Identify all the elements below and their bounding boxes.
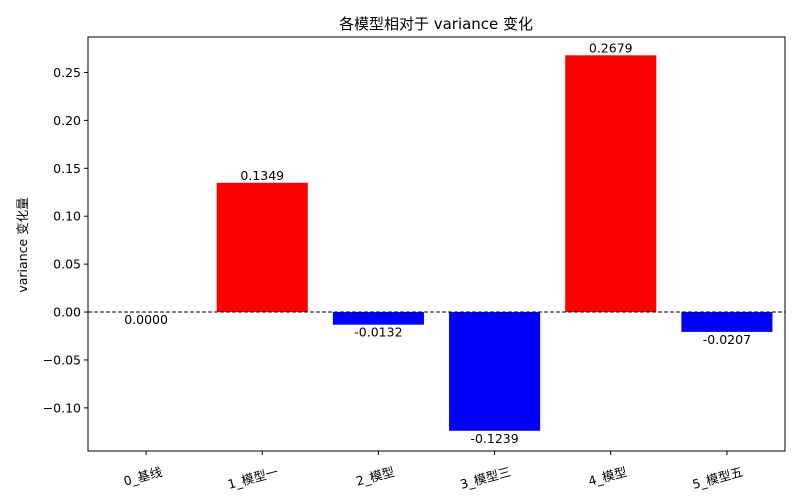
y-tick-label-2: 0.00	[53, 305, 81, 320]
data-label-0: 0.0000	[124, 312, 168, 327]
bars-layer	[216, 55, 773, 431]
bar-4	[565, 55, 657, 313]
y-tick-label-3: 0.05	[53, 257, 81, 272]
bar-1	[216, 182, 308, 313]
data-label-3: -0.1239	[470, 431, 518, 446]
data-label-4: 0.2679	[589, 40, 633, 55]
x-axis: 0_基线 1_模型一 2_模型 3_模型三 4_模型 5_模型五	[122, 451, 745, 492]
x-tick-label-5: 5_模型五	[691, 464, 745, 492]
bar-5	[681, 312, 773, 332]
chart-title: 各模型相对于 variance 变化	[339, 15, 533, 33]
bar-3	[449, 312, 541, 431]
x-tick-label-1: 1_模型一	[226, 464, 280, 492]
y-axis: −0.10 −0.05 0.00 0.05 0.10 0.15 0.20 0.25	[43, 65, 88, 415]
y-tick-label-6: 0.20	[53, 113, 81, 128]
data-label-2: -0.0132	[354, 325, 402, 340]
y-axis-label: variance 变化量	[15, 197, 30, 292]
y-tick-label-0: −0.10	[43, 400, 81, 415]
x-tick-label-4: 4_模型	[587, 464, 629, 489]
x-tick-label-0: 0_基线	[122, 464, 164, 489]
x-tick-label-3: 3_模型三	[458, 464, 512, 492]
y-tick-label-7: 0.25	[53, 65, 81, 80]
data-labels-layer: 0.0000 0.1349 -0.0132 -0.1239 0.2679 -0.0207	[124, 40, 751, 445]
plot-frame	[87, 36, 786, 452]
data-label-1: 0.1349	[240, 168, 284, 183]
y-tick-label-5: 0.15	[53, 161, 81, 176]
y-tick-label-1: −0.05	[43, 352, 81, 367]
y-tick-label-4: 0.10	[53, 209, 81, 224]
bar-2	[332, 312, 424, 325]
x-tick-label-2: 2_模型	[354, 464, 396, 489]
data-label-5: -0.0207	[703, 332, 751, 347]
